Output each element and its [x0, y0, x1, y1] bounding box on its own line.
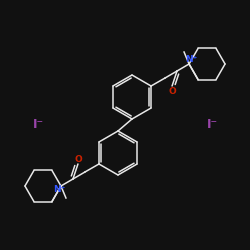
- Text: N⁺: N⁺: [185, 56, 197, 64]
- Text: O: O: [168, 86, 176, 96]
- Text: O: O: [74, 154, 82, 164]
- Text: N⁺: N⁺: [53, 186, 65, 194]
- Text: I⁻: I⁻: [206, 118, 218, 132]
- Text: I⁻: I⁻: [32, 118, 44, 132]
